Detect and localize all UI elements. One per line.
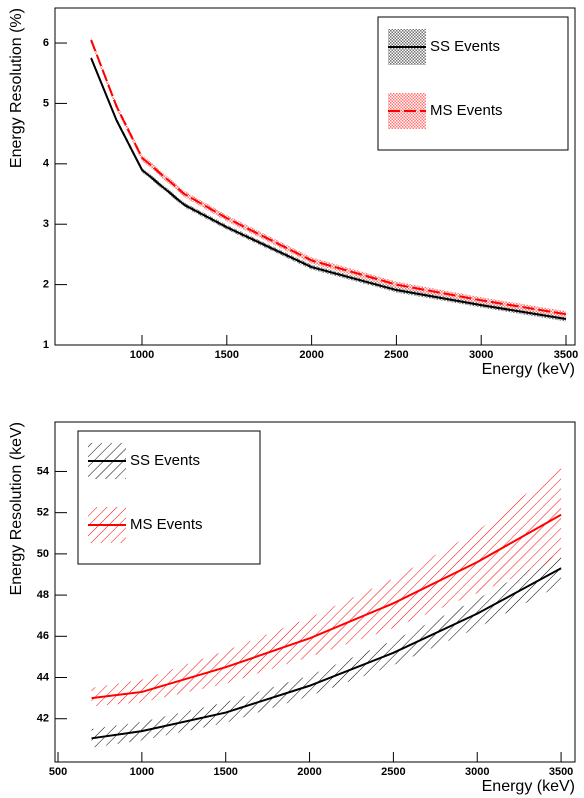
y-tick-label: 44 [37, 671, 50, 683]
series-line [91, 513, 562, 700]
x-axis-title: Energy (keV) [482, 778, 575, 795]
legend-label: SS Events [430, 38, 500, 55]
y-tick-label: 50 [37, 548, 49, 560]
y-tick-label: 52 [37, 507, 49, 519]
plot-frame [54, 421, 576, 763]
y-tick-label: 6 [43, 37, 49, 49]
x-tick-label: 2500 [381, 766, 405, 778]
y-tick-label: 4 [43, 158, 50, 170]
plot-frame [54, 7, 576, 346]
y-axis-title: Energy Resolution (%) [8, 8, 25, 168]
x-tick-label: 1000 [130, 349, 154, 361]
series-line [91, 567, 562, 740]
y-tick-label: 48 [37, 589, 49, 601]
legend-label: SS Events [130, 452, 200, 469]
x-tick-label: 1500 [213, 766, 237, 778]
series-line [90, 57, 567, 321]
x-tick-label: 1000 [130, 766, 154, 778]
x-tick-label: 3000 [469, 349, 493, 361]
legend-label: MS Events [130, 516, 203, 533]
y-tick-label: 5 [43, 97, 49, 109]
error-band [91, 467, 562, 707]
y-axis-title: Energy Resolution (keV) [8, 422, 25, 595]
y-tick-label: 2 [43, 279, 49, 291]
x-tick-label: 3500 [554, 349, 578, 361]
x-tick-label: 2000 [299, 349, 323, 361]
error-band [91, 551, 562, 748]
x-tick-label: 2500 [384, 349, 408, 361]
x-tick-label: 2000 [297, 766, 321, 778]
y-tick-label: 54 [37, 465, 50, 477]
x-axis-title: Energy (keV) [482, 361, 575, 378]
y-tick-label: 3 [43, 218, 49, 230]
y-tick-label: 1 [43, 339, 49, 351]
legend-label: MS Events [430, 102, 503, 119]
y-tick-label: 42 [37, 713, 49, 725]
y-tick-label: 46 [37, 630, 49, 642]
x-tick-label: 1500 [215, 349, 239, 361]
x-tick-label: 3000 [465, 766, 489, 778]
x-tick-label: 500 [49, 766, 67, 778]
series-line [90, 39, 567, 316]
x-tick-label: 3500 [549, 766, 573, 778]
